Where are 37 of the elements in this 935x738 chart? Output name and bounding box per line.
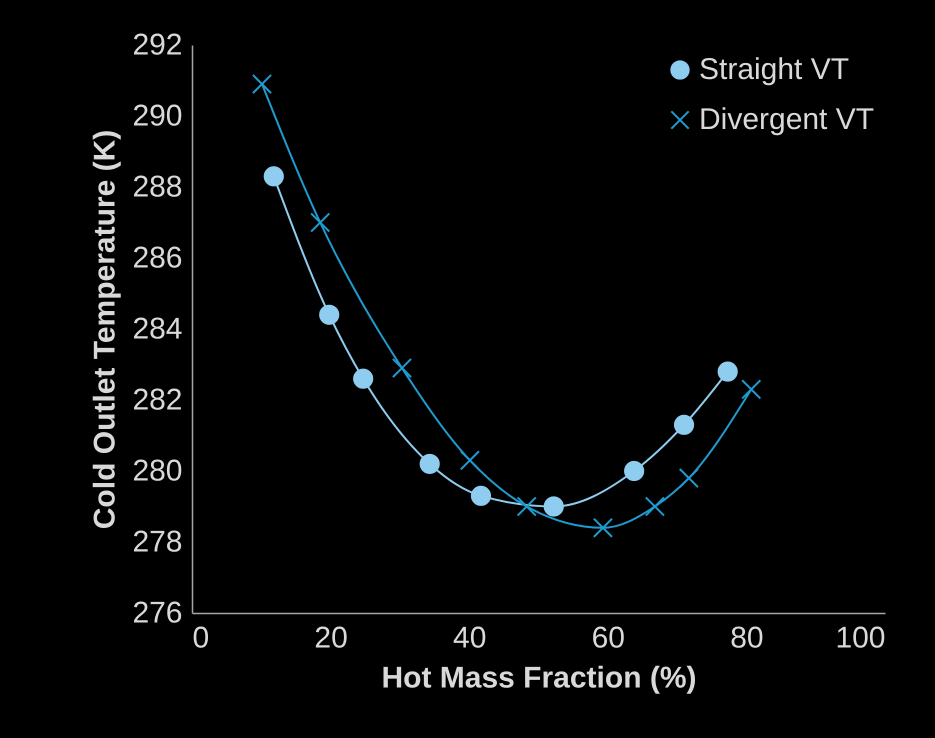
- point: [353, 368, 374, 389]
- y-tick-label: 290: [132, 100, 182, 132]
- point: [592, 518, 614, 538]
- x-tick-label: 80: [730, 622, 764, 654]
- point: [516, 496, 537, 517]
- point: [624, 460, 644, 482]
- y-tick-label: 292: [132, 28, 182, 62]
- y-tick-label: 276: [132, 596, 182, 630]
- x-tick-label: 60: [592, 622, 625, 654]
- point: [310, 212, 330, 233]
- y-axis-title: Cold Outlet Temperature (K): [88, 130, 122, 530]
- y-tick-label: 288: [132, 170, 182, 204]
- point: [460, 450, 480, 470]
- point: [319, 304, 340, 325]
- legend-label: Divergent VT: [699, 103, 874, 136]
- y-tick-label: 280: [132, 454, 182, 488]
- x-axis-title: Hot Mass Fraction (%): [381, 662, 697, 694]
- point: [420, 454, 440, 474]
- y-tick-label: 284: [132, 312, 182, 346]
- x-tick-label: 100: [835, 622, 886, 654]
- point: [544, 496, 564, 517]
- point: [741, 379, 762, 400]
- legend-label: Straight VT: [699, 53, 850, 86]
- point: [264, 166, 284, 186]
- point: [252, 74, 272, 94]
- y-tick-label: 278: [132, 526, 182, 558]
- point: [644, 496, 666, 517]
- y-tick-label: 286: [132, 242, 182, 274]
- point: [718, 362, 738, 382]
- point: [470, 486, 492, 506]
- x-tick-label: 0: [192, 622, 210, 654]
- point: [674, 414, 694, 435]
- x-tick-label: 40: [453, 622, 486, 654]
- x-tick-label: 20: [314, 622, 348, 654]
- y-tick-label: 282: [132, 384, 182, 416]
- point: [392, 358, 412, 378]
- point: [678, 468, 699, 488]
